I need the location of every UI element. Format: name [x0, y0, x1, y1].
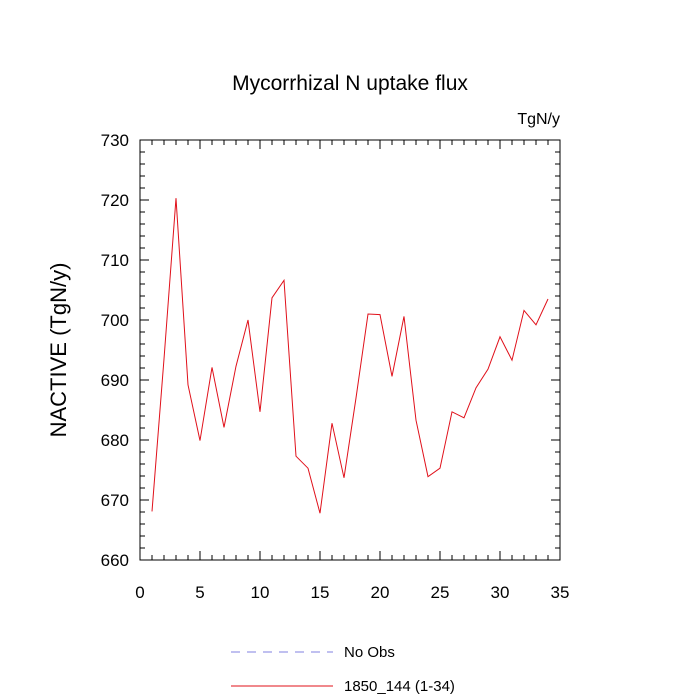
- axis-ticks: 0 5 10 15 20 25 30 35 660 670 680 690 700 710 720 730: [101, 131, 570, 602]
- chart-title: Mycorrhizal N uptake flux: [232, 72, 468, 95]
- plot-frame: [139, 139, 561, 561]
- y-tick-label: 710: [101, 251, 129, 270]
- x-tick-label: 15: [311, 583, 330, 602]
- x-tick-label: 20: [371, 583, 390, 602]
- x-tick-label: 0: [135, 583, 144, 602]
- y-tick-label: 670: [101, 491, 129, 510]
- y-tick-label: 660: [101, 551, 129, 570]
- y-tick-label: 730: [101, 131, 129, 150]
- x-tick-label: 5: [195, 583, 204, 602]
- x-tick-label: 30: [491, 583, 510, 602]
- legend-label-0: No Obs: [344, 644, 395, 661]
- x-tick-label: 25: [431, 583, 450, 602]
- y-tick-label: 690: [101, 371, 129, 390]
- y-tick-label: 700: [101, 311, 129, 330]
- y-tick-label: 680: [101, 431, 129, 450]
- units-label: TgN/y: [517, 111, 560, 128]
- y-tick-label: 720: [101, 191, 129, 210]
- legend-label-1: 1850_144 (1-34): [344, 678, 455, 695]
- legend: No Obs 1850_144 (1-34): [231, 644, 455, 695]
- x-tick-label: 10: [251, 583, 270, 602]
- series-layer: [151, 198, 549, 514]
- series-line-0: [151, 198, 549, 514]
- y-axis-label: NACTIVE (TgN/y): [46, 263, 71, 438]
- x-tick-label: 35: [551, 583, 570, 602]
